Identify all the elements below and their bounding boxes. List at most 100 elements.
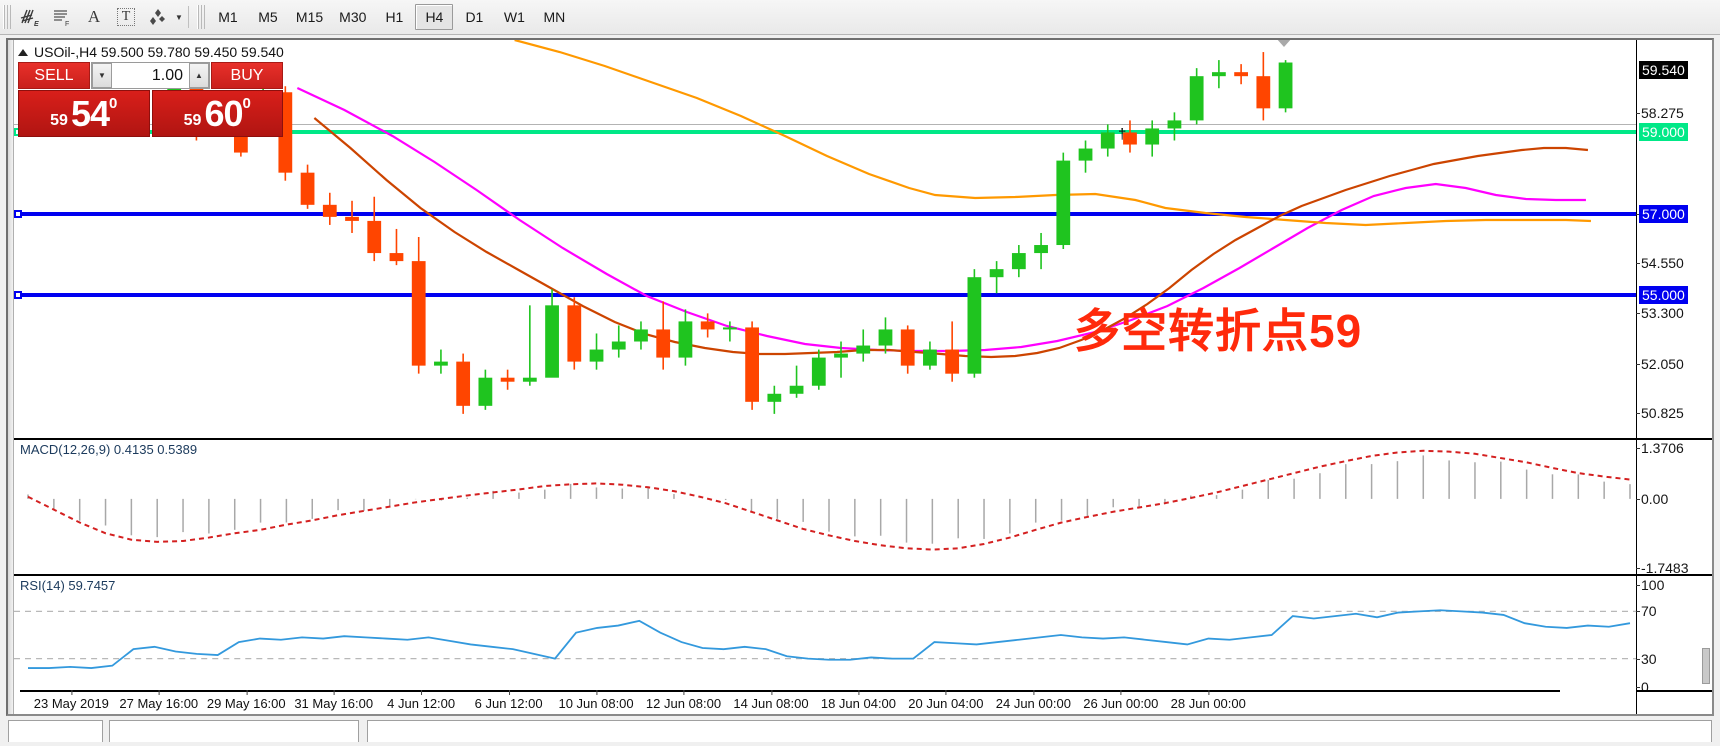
time-tick-6: 10 Jun 08:00 xyxy=(558,690,634,711)
timeframe-button-m1[interactable]: M1 xyxy=(218,9,238,25)
candle-body xyxy=(478,377,493,406)
candle-body xyxy=(1145,128,1160,145)
candle-body xyxy=(389,253,404,262)
rsi-tick-2: 30 xyxy=(1636,651,1657,667)
price-tick-53-3: 53.300 xyxy=(1636,305,1684,321)
candle-body xyxy=(411,261,426,366)
buy-quote-prefix: 59 xyxy=(183,112,202,129)
ma-darkorange-line xyxy=(313,117,1589,359)
sell-quote-prefix: 59 xyxy=(50,112,68,129)
candle-body xyxy=(1011,253,1026,270)
volume-stepper[interactable]: ▼ 1.00 ▲ xyxy=(91,62,210,89)
price-scale-sep-2 xyxy=(1637,574,1712,576)
rsi-panel: RSI(14) 59.7457 xyxy=(14,576,1636,694)
price-tick-58-275: 58.275 xyxy=(1636,105,1684,121)
time-tick-3: 31 May 16:00 xyxy=(294,690,373,711)
timeframe-button-m30[interactable]: M30 xyxy=(339,9,367,25)
price-chart-svg xyxy=(296,40,1591,359)
price-tick-50-825: 50.825 xyxy=(1636,405,1684,421)
time-tick-8: 14 Jun 08:00 xyxy=(733,690,809,711)
candle-body xyxy=(589,349,604,362)
chart-left-gutter xyxy=(8,40,14,714)
candle-body xyxy=(900,329,915,366)
rsi-tick-0: 100 xyxy=(1636,577,1664,593)
candle-body xyxy=(300,172,315,205)
macd-panel: MACD(12,26,9) 0.4135 0.5389 xyxy=(14,440,1636,574)
sell-button[interactable]: SELL xyxy=(18,62,90,89)
terminal-tab-middle[interactable] xyxy=(109,720,359,742)
text-label-icon[interactable]: T xyxy=(111,3,141,31)
chart-marker-arrow-down-icon xyxy=(1276,40,1292,47)
volume-decrement-icon[interactable]: ▼ xyxy=(92,63,112,88)
rsi-line xyxy=(28,609,1631,669)
candle-body xyxy=(1234,72,1249,77)
chart-toolbar: E F A T ▼ xyxy=(0,0,1720,35)
level-line-55000[interactable] xyxy=(14,293,1636,297)
periodicity-icon[interactable]: F xyxy=(47,3,77,31)
timeframe-button-mn[interactable]: MN xyxy=(543,9,566,25)
indicators-glyph: E xyxy=(20,9,39,28)
macd-series xyxy=(27,449,1631,551)
volume-increment-icon[interactable]: ▲ xyxy=(189,63,209,88)
candle-body xyxy=(611,341,626,350)
sell-price-quote[interactable]: 59 54 0 xyxy=(18,90,150,137)
volume-input[interactable]: 1.00 xyxy=(151,66,183,84)
chart-annotation-text: 多空转折点59 xyxy=(1074,305,1363,357)
candle-body xyxy=(1123,132,1137,145)
level-line-59000[interactable] xyxy=(14,130,1636,134)
text-tool-icon[interactable]: A xyxy=(87,7,101,26)
vertical-scrollbar-thumb[interactable] xyxy=(1702,648,1710,684)
timeframe-drag-handle[interactable] xyxy=(196,5,206,29)
timeframe-button-w1[interactable]: W1 xyxy=(503,9,525,25)
timeframe-button-m5[interactable]: M5 xyxy=(258,9,278,25)
oct-controls-row: SELL ▼ 1.00 ▲ BUY xyxy=(18,62,283,89)
gray-level-line xyxy=(14,124,1636,125)
buy-price-quote[interactable]: 59 60 0 xyxy=(151,90,283,137)
timeframe-button-h1[interactable]: H1 xyxy=(385,9,404,25)
buy-button[interactable]: BUY xyxy=(211,62,283,89)
rsi-label: RSI(14) 59.7457 xyxy=(20,578,116,593)
time-tick-13: 28 Jun 00:00 xyxy=(1171,690,1246,711)
candle-body xyxy=(656,329,671,358)
symbol-ohlc-text: USOil-,H4 59.500 59.780 59.450 59.540 xyxy=(34,44,284,60)
indicators-icon[interactable]: E xyxy=(15,3,45,31)
candle-body xyxy=(1034,245,1048,254)
candle-body xyxy=(367,220,382,254)
toolbar-drag-handle[interactable] xyxy=(3,5,12,29)
crosshair-cursor-icon: † xyxy=(1118,126,1127,143)
price-badge-59-000: 59.000 xyxy=(1639,123,1688,141)
objects-icon[interactable] xyxy=(143,3,173,31)
price-tick-52-05: 52.050 xyxy=(1636,356,1684,372)
timeframe-button-h4[interactable]: H4 xyxy=(415,4,454,30)
candle-body xyxy=(1278,62,1293,109)
ma-orange-line xyxy=(514,40,1591,227)
one-click-trading-panel: SELL ▼ 1.00 ▲ BUY 59 54 0 59 60 0 xyxy=(18,62,283,137)
timeframe-button-d1[interactable]: D1 xyxy=(465,9,484,25)
collapse-triangle-icon[interactable] xyxy=(18,48,28,56)
price-scale[interactable]: 58.27555.77554.55053.30052.05050.82559.5… xyxy=(1636,40,1712,714)
level-handle-57000[interactable] xyxy=(14,210,22,218)
terminal-tab-left[interactable] xyxy=(8,720,103,742)
time-tick-11: 24 Jun 00:00 xyxy=(996,690,1071,711)
time-tick-9: 18 Jun 04:00 xyxy=(821,690,896,711)
macd-tick-0: 1.3706 xyxy=(1636,440,1684,456)
terminal-tab-right[interactable] xyxy=(367,720,1712,742)
sell-quote-point: 0 xyxy=(109,95,118,112)
price-scale-macd: 1.3706 0.00 -1.7483 xyxy=(1636,440,1712,576)
objects-dropdown-caret[interactable]: ▼ xyxy=(175,12,183,22)
price-scale-main: 58.27555.77554.55053.30052.05050.82559.5… xyxy=(1636,40,1712,438)
candle-body xyxy=(811,357,826,386)
macd-tick-1: 0.00 xyxy=(1636,491,1668,507)
level-line-57000[interactable] xyxy=(14,212,1636,216)
candle-body xyxy=(1167,120,1182,129)
level-handle-55000[interactable] xyxy=(14,291,22,299)
rsi-panel-separator-top xyxy=(14,574,1636,576)
price-badge-59-540: 59.540 xyxy=(1639,61,1688,79)
buy-quote-point: 0 xyxy=(242,95,251,112)
timeframe-group: M1 M5 M15 M30 H1 H4 D1 W1 MN xyxy=(208,4,574,30)
time-tick-12: 26 Jun 00:00 xyxy=(1083,690,1158,711)
candle-body xyxy=(722,327,737,330)
timeframe-button-m15[interactable]: M15 xyxy=(295,9,324,25)
price-plot-area[interactable]: † 多空转折点59 MACD(12,26,9) 0.4135 0.5389 RS… xyxy=(14,40,1636,714)
